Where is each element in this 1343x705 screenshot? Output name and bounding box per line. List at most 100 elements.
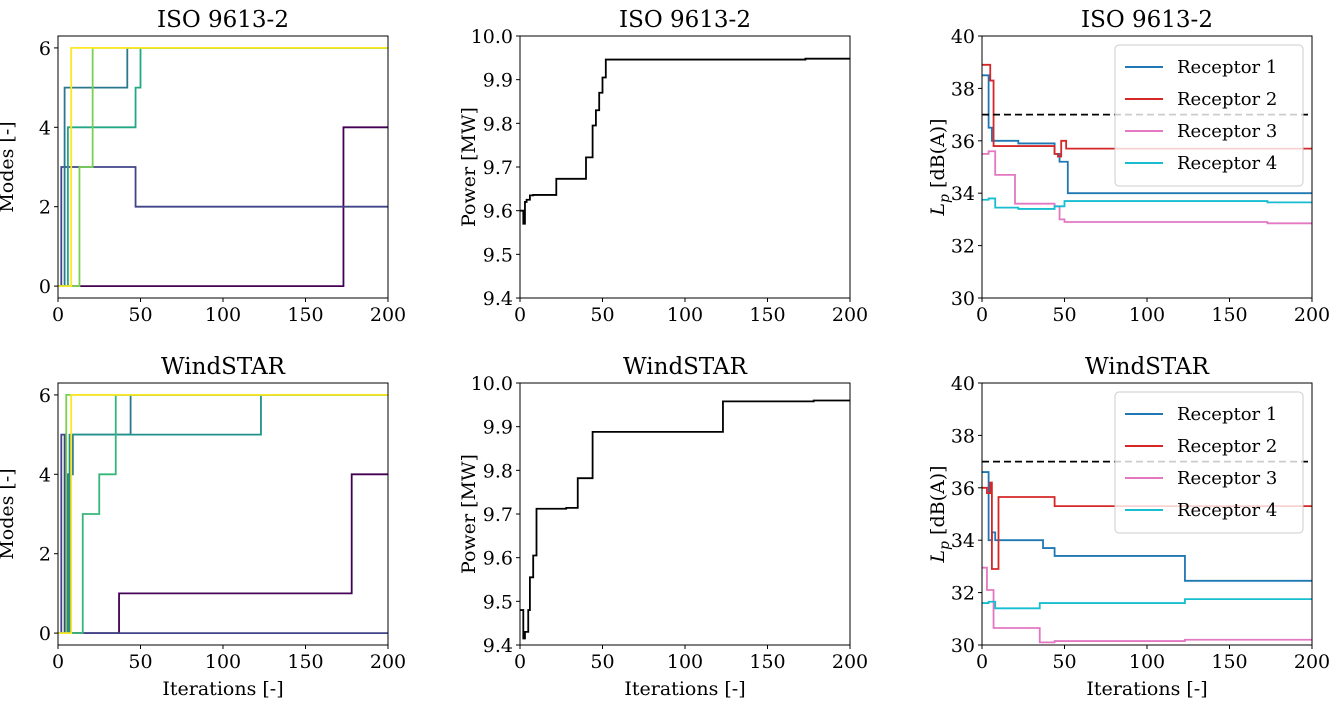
legend: Receptor 1 Receptor 2 Receptor 3 Receptor 4 xyxy=(1114,391,1304,534)
x-tick-label: 200 xyxy=(370,304,406,326)
x-tick-label: 100 xyxy=(1129,651,1165,673)
x-tick-label: 50 xyxy=(1052,651,1076,673)
y-tick-label: 30 xyxy=(951,288,975,310)
y-tick-label: 34 xyxy=(951,530,975,552)
y-tick-label: 9.4 xyxy=(483,288,513,310)
y-tick-label: 36 xyxy=(951,478,975,500)
y-tick-label: 36 xyxy=(951,131,975,153)
y-tick-label: 9.6 xyxy=(483,548,513,570)
y-axis-label: Lp [dB(A)] xyxy=(927,465,953,563)
y-tick-label: 9.8 xyxy=(483,113,513,135)
series-line-6 xyxy=(58,47,388,287)
y-tick-label: 9.9 xyxy=(483,70,513,92)
legend: Receptor 1 Receptor 2 Receptor 3 Receptor 4 xyxy=(1114,44,1304,187)
plot-frame xyxy=(519,382,851,646)
legend-label: Receptor 4 xyxy=(1177,500,1277,521)
x-tick-label: 200 xyxy=(832,651,868,673)
x-tick-label: 150 xyxy=(749,651,785,673)
y-tick-label: 10.0 xyxy=(471,373,513,395)
series-line-3 xyxy=(982,150,1312,225)
x-tick-label: 200 xyxy=(832,304,868,326)
plot-frame xyxy=(519,35,851,299)
x-tick-label: 150 xyxy=(749,304,785,326)
series-group xyxy=(520,399,850,640)
x-tick-label: 200 xyxy=(370,651,406,673)
chart-title: ISO 9613-2 xyxy=(619,7,751,33)
y-axis-label-main: L xyxy=(927,550,949,564)
y-tick-label: 30 xyxy=(951,635,975,657)
y-tick-label: 10.0 xyxy=(471,26,513,48)
y-axis-label-rest: [dB(A)] xyxy=(927,465,949,541)
chart-title: ISO 9613-2 xyxy=(157,7,289,33)
series-line-1 xyxy=(58,473,388,634)
y-tick-label: 40 xyxy=(951,373,975,395)
x-axis-label: Iterations [-] xyxy=(624,678,745,700)
x-tick-label: 0 xyxy=(52,651,64,673)
y-axis-label-sub: p xyxy=(937,541,953,550)
y-tick-label: 38 xyxy=(951,425,975,447)
chart-panel-power-windstar: WindSTAR 0 50 100 150 200 9.4 9.5 9.6 9.7 9.8 9.9 10… xyxy=(458,354,868,700)
y-tick-label: 2 xyxy=(39,544,51,566)
y-axis-label: Power [MW] xyxy=(458,454,480,574)
series-line-7 xyxy=(58,394,388,634)
series-line-2 xyxy=(982,63,1312,158)
y-tick-label: 9.4 xyxy=(483,635,513,657)
legend-box xyxy=(1114,391,1304,534)
x-tick-label: 100 xyxy=(205,304,241,326)
legend-label: Receptor 2 xyxy=(1177,89,1277,110)
y-tick-label: 6 xyxy=(39,385,51,407)
series-line-3 xyxy=(58,394,388,634)
x-tick-label: 150 xyxy=(287,304,323,326)
series-line-4 xyxy=(982,598,1312,610)
chart-title: WindSTAR xyxy=(1085,354,1210,380)
y-tick-label: 9.7 xyxy=(483,157,513,179)
y-tick-label: 32 xyxy=(951,583,975,605)
y-tick-label: 4 xyxy=(39,117,51,139)
chart-title: WindSTAR xyxy=(623,354,748,380)
legend-label: Receptor 1 xyxy=(1177,404,1277,425)
series-line-3 xyxy=(982,566,1312,644)
y-tick-label: 40 xyxy=(951,26,975,48)
y-tick-label: 32 xyxy=(951,236,975,258)
y-tick-label: 4 xyxy=(39,464,51,486)
x-axis-label: Iterations [-] xyxy=(1086,678,1207,700)
y-tick-label: 9.9 xyxy=(483,417,513,439)
x-tick-label: 150 xyxy=(1211,304,1247,326)
series-line-4 xyxy=(982,197,1312,210)
y-tick-label: 6 xyxy=(39,38,51,60)
x-tick-label: 200 xyxy=(1294,304,1330,326)
y-tick-label: 38 xyxy=(951,78,975,100)
legend-box xyxy=(1114,44,1304,187)
x-tick-label: 0 xyxy=(514,304,526,326)
x-tick-label: 150 xyxy=(1211,651,1247,673)
y-tick-label: 34 xyxy=(951,183,975,205)
series-line-1 xyxy=(520,399,850,640)
legend-label: Receptor 3 xyxy=(1177,121,1277,142)
x-tick-label: 100 xyxy=(1129,304,1165,326)
series-line-1 xyxy=(982,74,1312,195)
legend-label: Receptor 2 xyxy=(1177,436,1277,457)
plot-frame xyxy=(57,382,389,646)
y-tick-label: 9.5 xyxy=(483,244,513,266)
x-tick-label: 50 xyxy=(128,304,152,326)
x-tick-label: 50 xyxy=(128,651,152,673)
y-tick-label: 2 xyxy=(39,197,51,219)
x-tick-label: 200 xyxy=(1294,651,1330,673)
chart-panel-noise-windstar: WindSTAR 0 50 100 150 200 30 32 34 36 38 40 Lp [dB(A… xyxy=(927,354,1330,700)
series-group xyxy=(982,471,1312,644)
series-line-5 xyxy=(58,394,388,634)
series-line-1 xyxy=(520,57,850,225)
y-tick-label: 9.5 xyxy=(483,591,513,613)
series-line-2 xyxy=(58,166,388,287)
series-group xyxy=(520,57,850,225)
y-tick-label: 0 xyxy=(39,276,51,298)
y-axis-label-rest: [dB(A)] xyxy=(927,118,949,194)
y-axis-label: Modes [-] xyxy=(0,468,18,559)
x-tick-label: 100 xyxy=(667,651,703,673)
x-tick-label: 100 xyxy=(205,651,241,673)
y-axis-label: Modes [-] xyxy=(0,121,18,212)
x-tick-label: 0 xyxy=(976,651,988,673)
x-axis-label: Iterations [-] xyxy=(162,678,283,700)
chart-title: ISO 9613-2 xyxy=(1081,7,1213,33)
